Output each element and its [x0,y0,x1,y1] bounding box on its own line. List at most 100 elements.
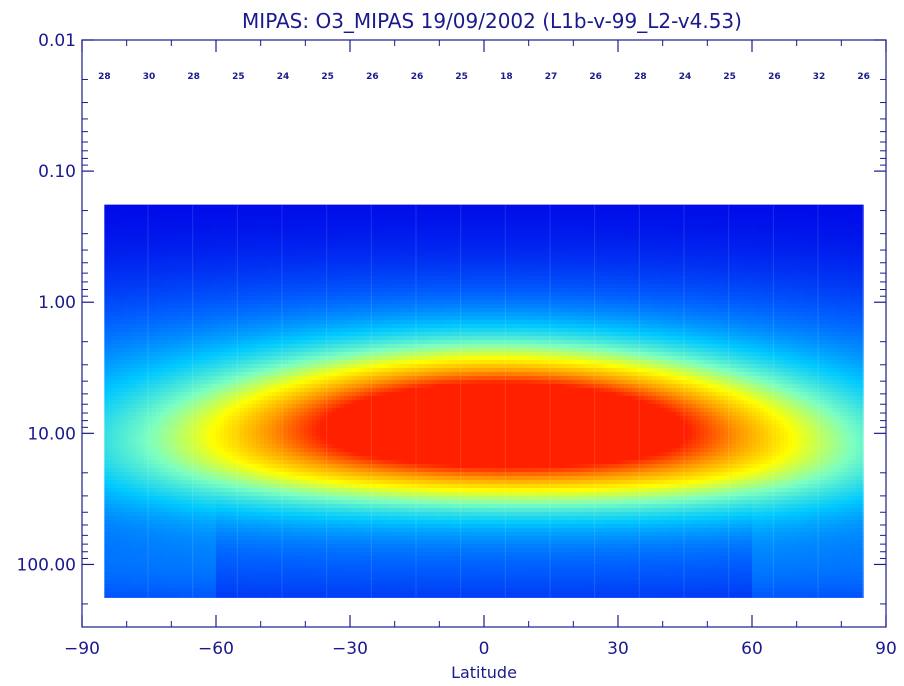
heatmap-cell [224,500,229,505]
heatmap-cell [276,300,281,305]
heatmap-cell [116,432,121,437]
heatmap-cell [104,448,109,453]
heatmap-cell [292,456,297,461]
heatmap-cell [216,528,221,533]
heatmap-cell [212,360,217,365]
heatmap-cell [204,536,209,541]
heatmap-cell [204,476,209,481]
heatmap-cell [272,464,277,469]
heatmap-cell [180,440,185,445]
heatmap-cell [232,396,237,401]
heatmap-cell [188,388,193,393]
heatmap-cell [104,324,109,329]
heatmap-cell [188,272,193,277]
heatmap-cell [236,516,241,521]
heatmap-cell [276,560,281,565]
heatmap-cell [280,352,285,357]
heatmap-cell [264,460,269,465]
heatmap-cell [168,312,173,317]
heatmap-cell [148,448,153,453]
heatmap-cell [148,252,153,257]
heatmap-cell [252,488,257,493]
heatmap-cell [164,508,169,513]
heatmap-cell [152,380,157,385]
heatmap-cell [232,216,237,221]
heatmap-cell [228,388,233,393]
heatmap-cell [292,276,297,281]
heatmap-cell [180,556,185,561]
heatmap-cell [196,528,201,533]
heatmap-cell [116,488,121,493]
heatmap-cell [200,416,205,421]
heatmap-cell [192,400,197,405]
heatmap-cell [228,376,233,381]
heatmap-cell [236,540,241,545]
heatmap-cell [104,328,109,333]
heatmap-cell [108,408,113,413]
heatmap-cell [156,244,161,249]
heatmap-cell [200,256,205,261]
heatmap-cell [132,292,137,297]
heatmap-cell [208,312,213,317]
heatmap-cell [280,404,285,409]
heatmap-cell [144,536,149,541]
heatmap-cell [148,372,153,377]
heatmap-cell [188,236,193,241]
heatmap-cell [216,488,221,493]
heatmap-cell [264,592,269,597]
heatmap-cell [244,380,249,385]
heatmap-cell [120,404,125,409]
heatmap-cell [256,336,261,341]
heatmap-cell [156,436,161,441]
heatmap-cell [136,384,141,389]
heatmap-cell [296,444,301,449]
heatmap-cell [112,580,117,585]
heatmap-cell [244,272,249,277]
heatmap-cell [204,248,209,253]
heatmap-cell [164,360,169,365]
heatmap-cell [248,420,253,425]
heatmap-cell [240,340,245,345]
heatmap-cell [176,416,181,421]
heatmap-cell [184,272,189,277]
heatmap-cell [104,248,109,253]
heatmap-cell [180,412,185,417]
heatmap-cell [224,420,229,425]
heatmap-cell [280,596,285,598]
heatmap-cell [160,484,165,489]
heatmap-cell [136,344,141,349]
heatmap-cell [256,516,261,521]
heatmap-cell [208,388,213,393]
heatmap-cell [276,356,281,361]
heatmap-cell [188,480,193,485]
heatmap-cell [176,304,181,309]
heatmap-cell [196,364,201,369]
heatmap-cell [212,224,217,229]
heatmap-cell [116,208,121,213]
heatmap-cell [188,304,193,309]
heatmap-cell [140,584,145,589]
heatmap-cell [236,584,241,589]
heatmap-cell [104,488,109,493]
heatmap-cell [224,552,229,557]
heatmap-cell [104,388,109,393]
heatmap-cell [208,308,213,313]
heatmap-cell [176,448,181,453]
heatmap-cell [168,324,173,329]
heatmap-cell [224,336,229,341]
heatmap-cell [176,592,181,597]
heatmap-cell [228,424,233,429]
heatmap-cell [208,568,213,573]
heatmap-cell [124,420,129,425]
heatmap-cell [164,524,169,529]
heatmap-cell [176,408,181,413]
heatmap-cell [256,368,261,373]
heatmap-cell [180,240,185,245]
heatmap-cell [252,540,257,545]
heatmap-cell [132,324,137,329]
heatmap-cell [256,408,261,413]
heatmap-cell [300,572,305,577]
heatmap-cell [248,324,253,329]
heatmap-cell [268,216,273,221]
heatmap-cell [268,220,273,225]
